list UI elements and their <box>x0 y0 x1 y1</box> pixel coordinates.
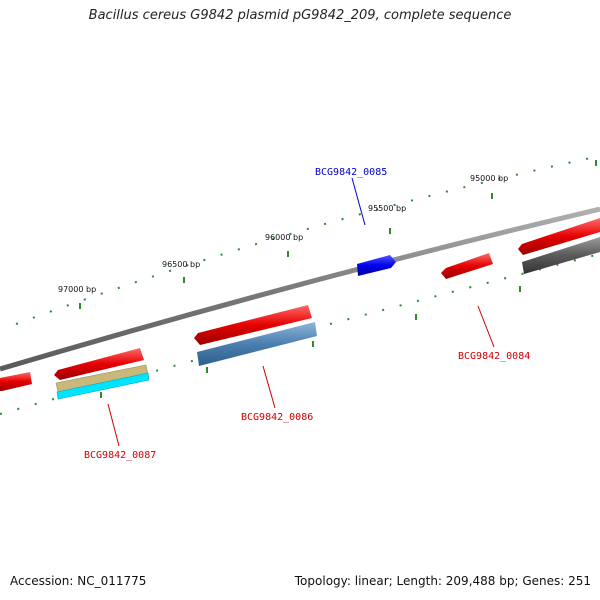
gene-label-bcg9842-0085: BCG9842_0085 <box>315 167 387 178</box>
gene-arrow-bcg9842-0086[interactable] <box>194 305 312 345</box>
gene-arrow-bcg9842-0087[interactable] <box>54 348 144 380</box>
gene-arrow-bcg9842-0084[interactable] <box>441 253 493 279</box>
gene-bar-steelblue[interactable] <box>197 322 317 366</box>
ruler-label: 95500 bp <box>368 204 406 213</box>
gene-arrow-bcg9842-0085[interactable] <box>357 255 396 276</box>
gene-bar-grey[interactable] <box>522 237 600 274</box>
gene-arrow[interactable] <box>0 372 32 391</box>
gene-bar-cyan[interactable] <box>56 372 150 400</box>
gene-features <box>0 218 600 400</box>
inner-ruler <box>0 253 600 415</box>
ruler-label: 97000 bp <box>58 285 96 294</box>
map-title: Bacillus cereus G9842 plasmid pG9842_209… <box>88 8 512 23</box>
ruler-label: 96500 bp <box>162 260 200 269</box>
gene-label-bcg9842-0086: BCG9842_0086 <box>241 412 313 423</box>
summary-text: Topology: linear; Length: 209,488 bp; Ge… <box>294 574 591 588</box>
gene-label-bcg9842-0087: BCG9842_0087 <box>84 450 156 461</box>
gene-label-bcg9842-0084: BCG9842_0084 <box>458 351 530 362</box>
accession-text: Accession: NC_011775 <box>10 574 147 588</box>
gene-arrow[interactable] <box>518 218 600 255</box>
ruler-label: 96000 bp <box>265 233 303 242</box>
backbone-line <box>0 206 600 372</box>
leader-lines <box>107 177 495 447</box>
ruler-label: 95000 bp <box>470 174 508 183</box>
outer-ruler: 95000 bp 95500 bp 96000 bp 96500 bp 9700… <box>15 155 600 325</box>
